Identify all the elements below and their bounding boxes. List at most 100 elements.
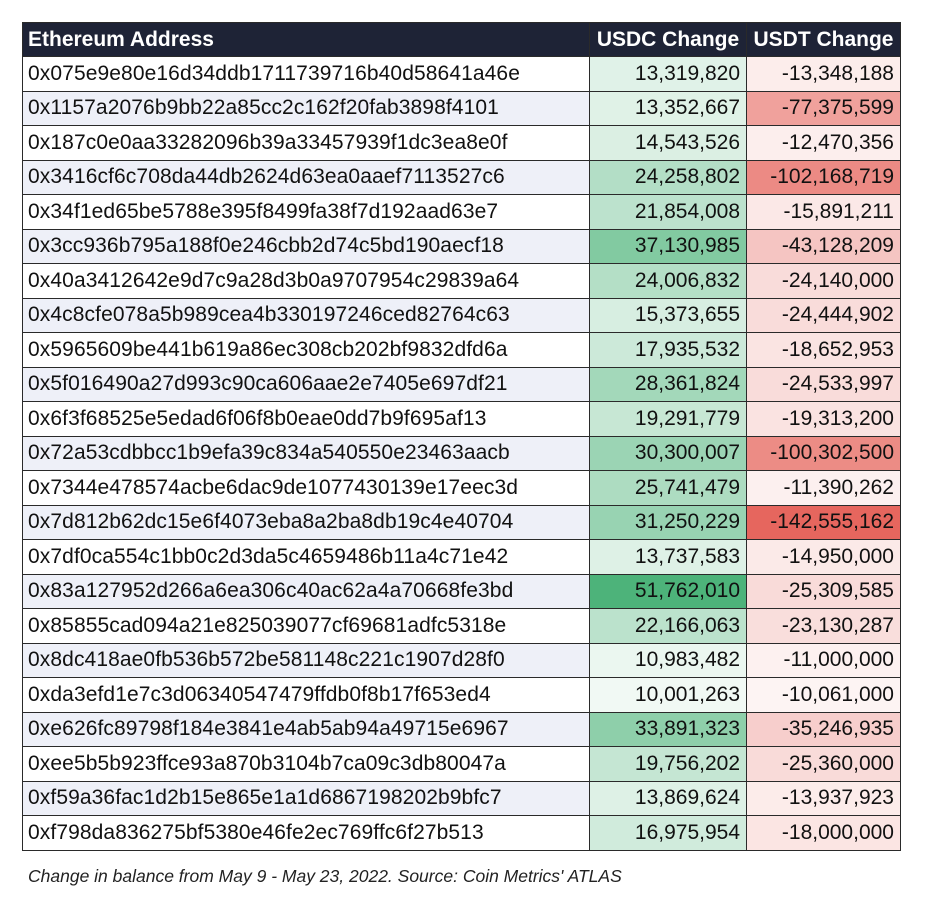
table-row: 0x85855cad094a21e825039077cf69681adfc531…: [22, 608, 901, 644]
address-cell: 0x075e9e80e16d34ddb1711739716b40d58641a4…: [22, 56, 590, 92]
column-header-usdc: USDC Change: [589, 22, 747, 57]
usdt-change-cell: -19,313,200: [746, 401, 901, 437]
table-row: 0x7df0ca554c1bb0c2d3da5c4659486b11a4c71e…: [22, 539, 901, 575]
address-cell: 0x3cc936b795a188f0e246cbb2d74c5bd190aecf…: [22, 228, 590, 264]
table-row: 0x3416cf6c708da44db2624d63ea0aaef7113527…: [22, 159, 901, 195]
usdc-change-cell: 17,935,532: [589, 332, 747, 368]
usdt-change-cell: -24,140,000: [746, 263, 901, 299]
table-row: 0xf798da836275bf5380e46fe2ec769ffc6f27b5…: [22, 815, 901, 851]
address-cell: 0x5965609be441b619a86ec308cb202bf9832dfd…: [22, 332, 590, 368]
usdt-change-cell: -23,130,287: [746, 608, 901, 644]
address-cell: 0x6f3f68525e5edad6f06f8b0eae0dd7b9f695af…: [22, 401, 590, 437]
usdt-change-cell: -13,937,923: [746, 780, 901, 816]
usdt-change-cell: -102,168,719: [746, 159, 901, 195]
table-caption: Change in balance from May 9 - May 23, 2…: [28, 866, 622, 886]
usdt-change-cell: -25,309,585: [746, 573, 901, 609]
table-row: 0x40a3412642e9d7c9a28d3b0a9707954c29839a…: [22, 263, 901, 299]
column-header-usdt: USDT Change: [746, 22, 901, 57]
address-cell: 0xee5b5b923ffce93a870b3104b7ca09c3db8004…: [22, 746, 590, 782]
address-cell: 0x1157a2076b9bb22a85cc2c162f20fab3898f41…: [22, 90, 590, 126]
address-cell: 0xf59a36fac1d2b15e865e1a1d6867198202b9bf…: [22, 780, 590, 816]
usdt-change-cell: -10,061,000: [746, 677, 901, 713]
usdt-change-cell: -11,000,000: [746, 642, 901, 678]
usdt-change-cell: -18,000,000: [746, 815, 901, 851]
data-table-container: Ethereum Address USDC Change USDT Change…: [22, 22, 901, 851]
table-row: 0x34f1ed65be5788e395f8499fa38f7d192aad63…: [22, 194, 901, 230]
address-cell: 0x7d812b62dc15e6f4073eba8a2ba8db19c4e407…: [22, 504, 590, 540]
address-cell: 0x7df0ca554c1bb0c2d3da5c4659486b11a4c71e…: [22, 539, 590, 575]
table-row: 0x5f016490a27d993c90ca606aae2e7405e697df…: [22, 366, 901, 402]
usdc-change-cell: 24,258,802: [589, 159, 747, 195]
table-row: 0x83a127952d266a6ea306c40ac62a4a70668fe3…: [22, 573, 901, 609]
usdt-change-cell: -25,360,000: [746, 746, 901, 782]
usdc-change-cell: 16,975,954: [589, 815, 747, 851]
usdt-change-cell: -43,128,209: [746, 228, 901, 264]
table-row: 0x187c0e0aa33282096b39a33457939f1dc3ea8e…: [22, 125, 901, 161]
usdt-change-cell: -100,302,500: [746, 435, 901, 471]
address-cell: 0x5f016490a27d993c90ca606aae2e7405e697df…: [22, 366, 590, 402]
usdc-change-cell: 10,001,263: [589, 677, 747, 713]
table-row: 0xee5b5b923ffce93a870b3104b7ca09c3db8004…: [22, 746, 901, 782]
address-cell: 0xe626fc89798f184e3841e4ab5ab94a49715e69…: [22, 711, 590, 747]
column-header-address: Ethereum Address: [22, 22, 590, 57]
address-cell: 0x72a53cdbbcc1b9efa39c834a540550e23463aa…: [22, 435, 590, 471]
table-row: 0x5965609be441b619a86ec308cb202bf9832dfd…: [22, 332, 901, 368]
address-cell: 0x187c0e0aa33282096b39a33457939f1dc3ea8e…: [22, 125, 590, 161]
usdc-change-cell: 31,250,229: [589, 504, 747, 540]
usdc-change-cell: 24,006,832: [589, 263, 747, 299]
address-cell: 0x8dc418ae0fb536b572be581148c221c1907d28…: [22, 642, 590, 678]
usdt-change-cell: -77,375,599: [746, 90, 901, 126]
usdt-change-cell: -14,950,000: [746, 539, 901, 575]
table-row: 0x1157a2076b9bb22a85cc2c162f20fab3898f41…: [22, 90, 901, 126]
usdt-change-cell: -13,348,188: [746, 56, 901, 92]
usdc-change-cell: 51,762,010: [589, 573, 747, 609]
usdc-change-cell: 30,300,007: [589, 435, 747, 471]
table-body: 0x075e9e80e16d34ddb1711739716b40d58641a4…: [22, 56, 901, 851]
table-row: 0x8dc418ae0fb536b572be581148c221c1907d28…: [22, 642, 901, 678]
usdc-change-cell: 10,983,482: [589, 642, 747, 678]
table-row: 0x075e9e80e16d34ddb1711739716b40d58641a4…: [22, 56, 901, 92]
address-cell: 0x4c8cfe078a5b989cea4b330197246ced82764c…: [22, 297, 590, 333]
address-cell: 0x83a127952d266a6ea306c40ac62a4a70668fe3…: [22, 573, 590, 609]
usdc-change-cell: 19,291,779: [589, 401, 747, 437]
table-row: 0x72a53cdbbcc1b9efa39c834a540550e23463aa…: [22, 435, 901, 471]
usdc-change-cell: 37,130,985: [589, 228, 747, 264]
address-cell: 0x3416cf6c708da44db2624d63ea0aaef7113527…: [22, 159, 590, 195]
usdt-change-cell: -24,533,997: [746, 366, 901, 402]
usdt-change-cell: -15,891,211: [746, 194, 901, 230]
usdc-change-cell: 33,891,323: [589, 711, 747, 747]
usdc-change-cell: 19,756,202: [589, 746, 747, 782]
usdc-change-cell: 21,854,008: [589, 194, 747, 230]
address-cell: 0xf798da836275bf5380e46fe2ec769ffc6f27b5…: [22, 815, 590, 851]
usdt-change-cell: -35,246,935: [746, 711, 901, 747]
usdc-change-cell: 25,741,479: [589, 470, 747, 506]
usdc-change-cell: 13,869,624: [589, 780, 747, 816]
usdt-change-cell: -11,390,262: [746, 470, 901, 506]
table-row: 0x3cc936b795a188f0e246cbb2d74c5bd190aecf…: [22, 228, 901, 264]
address-cell: 0x7344e478574acbe6dac9de1077430139e17eec…: [22, 470, 590, 506]
address-cell: 0xda3efd1e7c3d06340547479ffdb0f8b17f653e…: [22, 677, 590, 713]
table-row: 0x4c8cfe078a5b989cea4b330197246ced82764c…: [22, 297, 901, 333]
table-row: 0xe626fc89798f184e3841e4ab5ab94a49715e69…: [22, 711, 901, 747]
table-row: 0xda3efd1e7c3d06340547479ffdb0f8b17f653e…: [22, 677, 901, 713]
usdc-change-cell: 22,166,063: [589, 608, 747, 644]
address-cell: 0x34f1ed65be5788e395f8499fa38f7d192aad63…: [22, 194, 590, 230]
usdt-change-cell: -142,555,162: [746, 504, 901, 540]
usdt-change-cell: -12,470,356: [746, 125, 901, 161]
table-row: 0x7344e478574acbe6dac9de1077430139e17eec…: [22, 470, 901, 506]
usdt-change-cell: -18,652,953: [746, 332, 901, 368]
table-row: 0xf59a36fac1d2b15e865e1a1d6867198202b9bf…: [22, 780, 901, 816]
usdc-change-cell: 15,373,655: [589, 297, 747, 333]
address-cell: 0x40a3412642e9d7c9a28d3b0a9707954c29839a…: [22, 263, 590, 299]
usdc-change-cell: 28,361,824: [589, 366, 747, 402]
address-cell: 0x85855cad094a21e825039077cf69681adfc531…: [22, 608, 590, 644]
table-header-row: Ethereum Address USDC Change USDT Change: [22, 22, 901, 57]
usdc-change-cell: 14,543,526: [589, 125, 747, 161]
usdc-change-cell: 13,352,667: [589, 90, 747, 126]
table-row: 0x7d812b62dc15e6f4073eba8a2ba8db19c4e407…: [22, 504, 901, 540]
usdt-change-cell: -24,444,902: [746, 297, 901, 333]
table-row: 0x6f3f68525e5edad6f06f8b0eae0dd7b9f695af…: [22, 401, 901, 437]
usdc-change-cell: 13,737,583: [589, 539, 747, 575]
balance-change-table: Ethereum Address USDC Change USDT Change…: [22, 22, 901, 851]
usdc-change-cell: 13,319,820: [589, 56, 747, 92]
